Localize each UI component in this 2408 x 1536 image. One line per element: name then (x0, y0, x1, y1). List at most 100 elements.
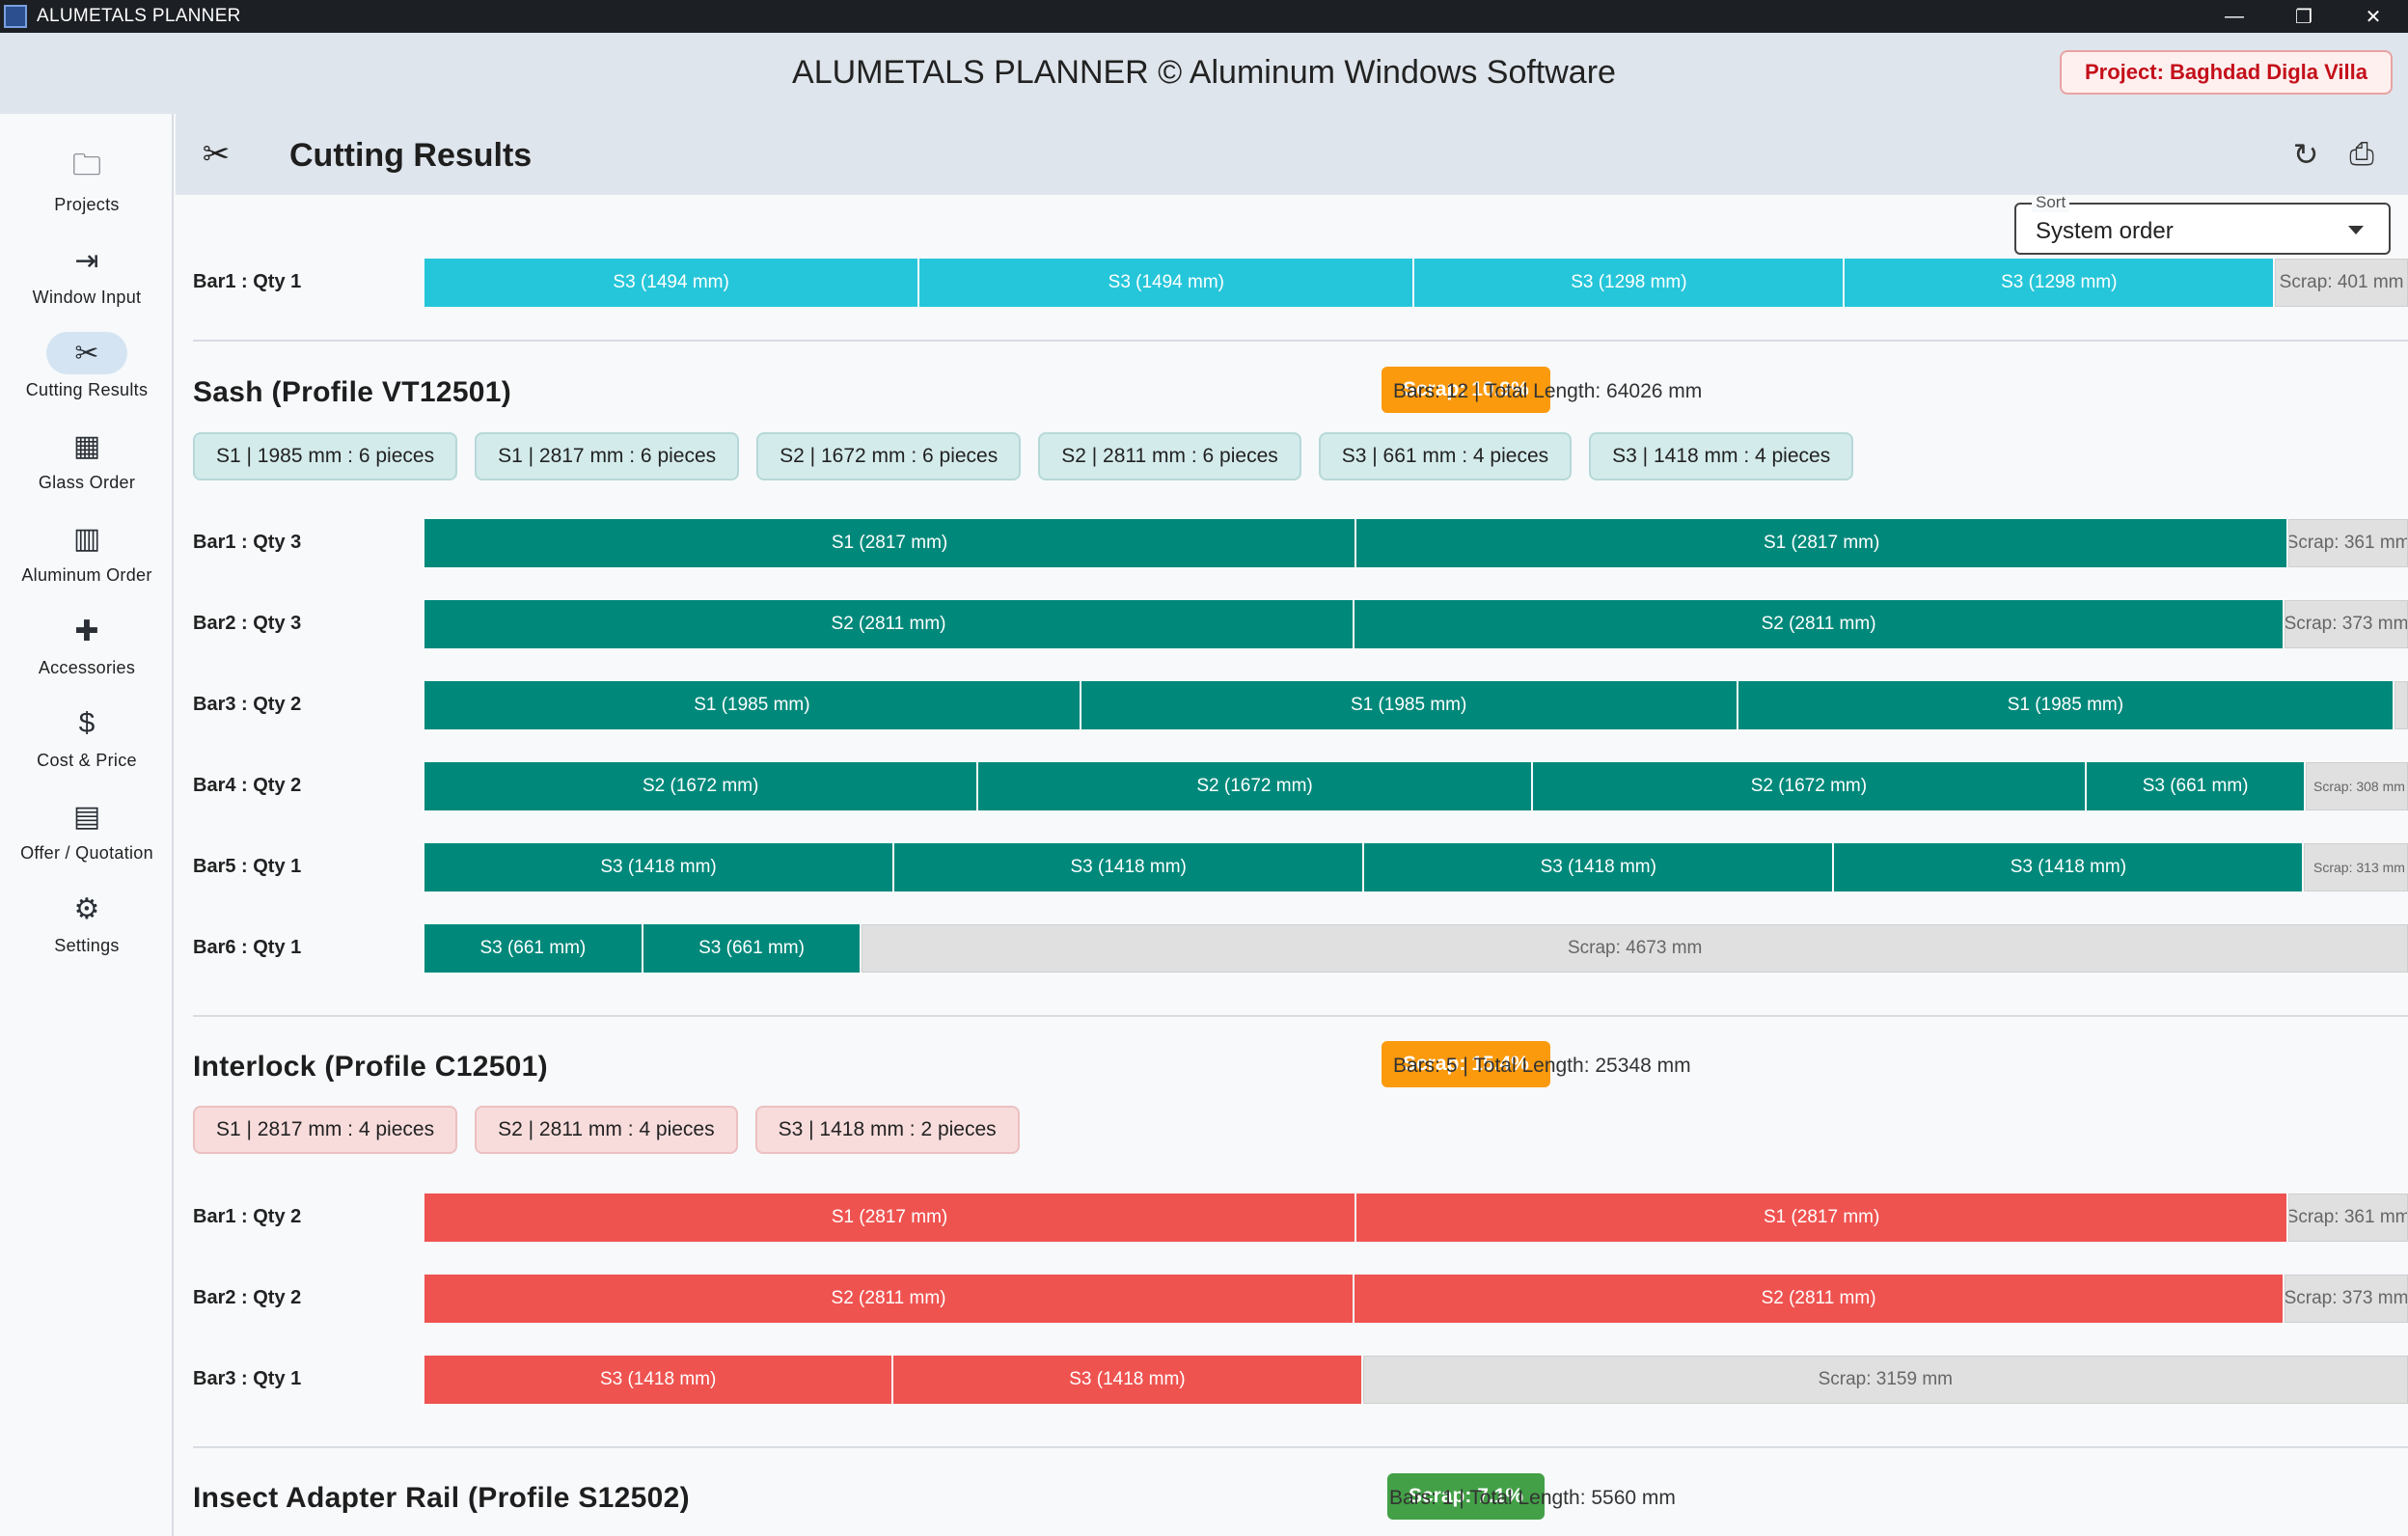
cutting-results-content: Sort System order Bar1 : Qty 1 S3 (1494 m… (176, 195, 2408, 1536)
bar-row: Bar1 : Qty 1 S3 (1494 mm) S3 (1494 mm) S3 (… (193, 257, 2408, 307)
grid-icon: ▦ (72, 429, 101, 462)
sidebar-item-projects[interactable]: 🗀 Projects (0, 147, 174, 239)
sidebar-item-label: Accessories (38, 658, 136, 677)
sidebar-item-cutting-results[interactable]: ✂ Cutting Results (0, 332, 174, 425)
sidebar-item-settings[interactable]: ⚙ Settings (0, 888, 174, 980)
piece-summary-chip[interactable]: S3 | 1418 mm : 4 pieces (1589, 432, 1854, 480)
refresh-button[interactable]: ↻ (2285, 133, 2327, 176)
section-title-interlock: Interlock (Profile C12501) (193, 1051, 548, 1083)
cut-piece[interactable]: S3 (1418 mm) (1364, 843, 1835, 891)
cut-piece[interactable]: S1 (1985 mm) (1081, 681, 1738, 729)
cut-piece[interactable]: S3 (1494 mm) (424, 259, 920, 307)
cut-piece[interactable]: S3 (661 mm) (424, 924, 643, 973)
cut-piece[interactable]: S1 (2817 mm) (424, 519, 1357, 567)
cut-piece[interactable]: S1 (2817 mm) (1356, 1193, 2289, 1242)
section-divider (193, 1446, 2408, 1448)
export-pdf-button[interactable]: ⎙ (2340, 133, 2383, 176)
sort-select[interactable]: Sort System order (2014, 195, 2391, 255)
cut-piece[interactable]: S2 (2811 mm) (424, 1275, 1355, 1323)
sidebar-item-label: Cutting Results (25, 380, 149, 399)
input-icon: ⇥ (74, 244, 99, 277)
sidebar-item-window-input[interactable]: ⇥ Window Input (0, 239, 174, 332)
cut-piece[interactable]: S1 (1985 mm) (1738, 681, 2395, 729)
app-logo-icon (4, 5, 27, 28)
bar-row: Bar5 : Qty 1 S3 (1418 mm) S3 (1418 mm) S3 (… (193, 841, 2408, 891)
section-divider (193, 340, 2408, 342)
minimize-button[interactable]: — (2225, 5, 2244, 27)
piece-summary-chip[interactable]: S1 | 2817 mm : 6 pieces (475, 432, 740, 480)
bar-label: Bar1 : Qty 3 (193, 532, 302, 553)
bar-row: Bar1 : Qty 2 S1 (2817 mm) S1 (2817 mm) Scra… (193, 1192, 2408, 1242)
cut-piece[interactable]: S2 (1672 mm) (1532, 762, 2088, 810)
sidebar-item-label: Cost & Price (37, 751, 137, 770)
close-button[interactable]: ✕ (2365, 6, 2382, 28)
cut-piece[interactable]: S1 (2817 mm) (1356, 519, 2289, 567)
sidebar-item-offer-quotation[interactable]: ▤ Offer / Quotation (0, 795, 174, 888)
cut-piece[interactable]: S3 (1494 mm) (919, 259, 1415, 307)
sidebar-item-aluminum-order[interactable]: ▥ Aluminum Order (0, 517, 174, 610)
dollar-icon: $ (78, 707, 96, 739)
bar-row: Bar4 : Qty 2 S2 (1672 mm) S2 (1672 mm) S2 (… (193, 760, 2408, 810)
section-stats: Bars: 5 | Total Length: 25348 mm (1393, 1055, 1691, 1077)
bar-label: Bar2 : Qty 2 (193, 1287, 302, 1308)
scrap-segment: Scrap: 308 mm (2306, 762, 2408, 810)
cut-piece[interactable]: S1 (2817 mm) (424, 1193, 1357, 1242)
bar-label: Bar3 : Qty 1 (193, 1368, 302, 1389)
piece-summary-chip[interactable]: S3 | 1418 mm : 2 pieces (754, 1106, 1020, 1154)
maximize-button[interactable]: ❐ (2295, 6, 2312, 28)
piece-summary-chip[interactable]: S1 | 1985 mm : 6 pieces (193, 432, 458, 480)
cut-piece[interactable]: S3 (1418 mm) (424, 1356, 894, 1404)
sidebar-item-accessories[interactable]: ✚ Accessories (0, 610, 174, 702)
bar-row: Bar3 : Qty 1 S3 (1418 mm) S3 (1418 mm) Scra… (193, 1354, 2408, 1404)
bar-track: S3 (1418 mm) S3 (1418 mm) S3 (1418 mm) S3 (… (424, 843, 2408, 891)
scrap-segment: Scrap: 361 mm (2288, 1193, 2408, 1242)
piece-summary-chip[interactable]: S2 | 2811 mm : 4 pieces (475, 1106, 738, 1154)
cut-piece[interactable]: S3 (1298 mm) (1845, 259, 2276, 307)
cut-piece[interactable]: S2 (2811 mm) (1354, 1275, 2285, 1323)
bar-track: S1 (2817 mm) S1 (2817 mm) Scrap: 361 mm (424, 519, 2408, 567)
window-titlebar: ALUMETALS PLANNER — ❐ ✕ (0, 0, 2408, 33)
cut-piece[interactable]: S3 (1418 mm) (893, 1356, 1363, 1404)
bar-track: S2 (2811 mm) S2 (2811 mm) Scrap: 373 mm (424, 1275, 2408, 1323)
cut-piece[interactable]: S3 (1298 mm) (1414, 259, 1846, 307)
section-title-sash: Sash (Profile VT12501) (193, 376, 512, 408)
cut-piece[interactable]: S2 (2811 mm) (424, 600, 1355, 648)
cut-piece[interactable]: S1 (1985 mm) (424, 681, 1081, 729)
cut-piece[interactable]: S2 (1672 mm) (978, 762, 1533, 810)
window-title: ALUMETALS PLANNER (37, 6, 241, 26)
sidebar-item-label: Projects (54, 195, 120, 214)
scrap-segment: Scrap: 313 mm (2304, 843, 2408, 891)
bar-label: Bar5 : Qty 1 (193, 856, 302, 877)
bar-row: Bar1 : Qty 3 S1 (2817 mm) S1 (2817 mm) Scra… (193, 517, 2408, 567)
section-stats: Bars: 12 | Total Length: 64026 mm (1393, 380, 1703, 402)
scrap-badge: Scrap: 7.1% (1387, 1473, 1546, 1520)
chart-icon: ▥ (72, 522, 101, 555)
bar-track: S1 (2817 mm) S1 (2817 mm) Scrap: 361 mm (424, 1193, 2408, 1242)
piece-summary-chip[interactable]: S2 | 1672 mm : 6 pieces (756, 432, 1022, 480)
cut-piece[interactable]: S3 (1418 mm) (894, 843, 1365, 891)
piece-summary-chip[interactable]: S2 | 2811 mm : 6 pieces (1038, 432, 1301, 480)
page-toolbar: ✂ Cutting Results ↻ ⎙ (176, 114, 2408, 195)
chevron-down-icon (2348, 226, 2364, 234)
project-badge[interactable]: Project: Baghdad Digla Villa (2060, 50, 2393, 95)
cut-piece[interactable]: S3 (661 mm) (643, 924, 862, 973)
sidebar-item-cost-price[interactable]: $ Cost & Price (0, 702, 174, 795)
puzzle-icon: ✚ (74, 615, 99, 647)
cut-piece[interactable]: S3 (1418 mm) (1834, 843, 2305, 891)
scrap-segment: Scrap: 373 mm (2285, 1275, 2408, 1323)
sort-value: System order (2036, 218, 2174, 244)
scrap-segment: Scrap: 401 mm (2275, 259, 2408, 307)
scrap-badge: Scrap: 10.9% (1382, 367, 1550, 413)
section-stats: Bars: 1 | Total Length: 5560 mm (1389, 1487, 1676, 1509)
piece-summary-chip[interactable]: S1 | 2817 mm : 4 pieces (193, 1106, 458, 1154)
cut-piece[interactable]: S2 (2811 mm) (1354, 600, 2285, 648)
scrap-badge: Scrap: 15.4% (1382, 1041, 1550, 1087)
sidebar-item-glass-order[interactable]: ▦ Glass Order (0, 425, 174, 517)
bar-row: Bar2 : Qty 3 S2 (2811 mm) S2 (2811 mm) Scra… (193, 598, 2408, 648)
scrap-segment: Scrap: 3159 mm (1362, 1356, 2408, 1404)
folder-icon: 🗀 (72, 149, 101, 181)
cut-piece[interactable]: S3 (1418 mm) (424, 843, 895, 891)
cut-piece[interactable]: S2 (1672 mm) (424, 762, 979, 810)
piece-summary-chip[interactable]: S3 | 661 mm : 4 pieces (1318, 432, 1573, 480)
cut-piece[interactable]: S3 (661 mm) (2087, 762, 2307, 810)
